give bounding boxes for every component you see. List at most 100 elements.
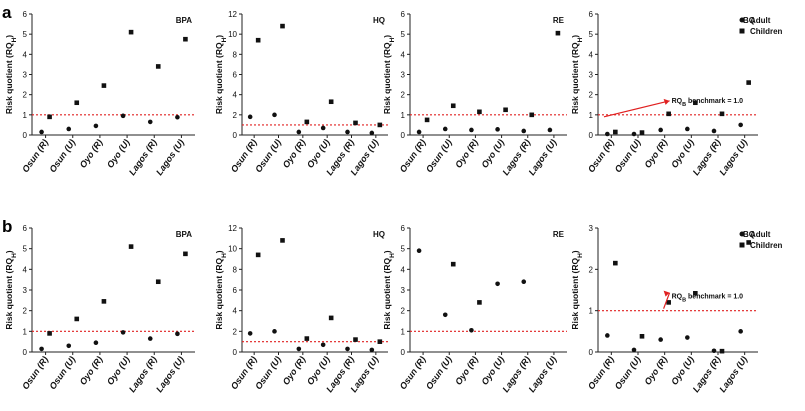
children-point — [155, 279, 161, 285]
y-tick-label: 6 — [589, 10, 594, 19]
children-point — [328, 315, 334, 321]
legend-children-marker — [739, 28, 745, 34]
x-tick-label: Osun (U) — [424, 354, 454, 391]
legend-children-label: Children — [750, 241, 783, 250]
y-tick-label: 2 — [23, 91, 28, 100]
y-axis-label-sub: H — [389, 37, 396, 42]
y-axis-label-main: Risk quotient (RQ — [4, 257, 14, 329]
adult-point — [147, 336, 153, 341]
y-tick-label: 5 — [23, 30, 28, 39]
y-tick-label: 4 — [233, 307, 238, 316]
legend-adult-marker — [739, 231, 745, 237]
adult-point — [738, 122, 743, 128]
adult-point — [416, 129, 422, 135]
children-point — [639, 333, 645, 339]
y-axis-label-sub: H — [389, 253, 396, 258]
y-axis-label-end: ) — [4, 250, 14, 253]
y-tick-label: 10 — [228, 30, 237, 39]
x-tick-label: Oyo (R) — [78, 354, 105, 386]
adult-point — [147, 119, 153, 125]
children-point — [255, 37, 261, 43]
adult-point — [658, 127, 663, 133]
adult-point — [247, 331, 253, 336]
children-point — [255, 252, 261, 258]
adult-point — [320, 342, 326, 348]
y-axis-label-main: Risk quotient (RQ — [382, 257, 392, 329]
y-tick-label: 6 — [401, 224, 406, 233]
y-tick-label: 0 — [23, 131, 28, 140]
children-point — [666, 300, 671, 305]
annotation-prefix: RQ — [672, 98, 683, 105]
y-tick-label: 0 — [401, 348, 406, 357]
x-tick-label: Oyo (R) — [453, 137, 480, 169]
y-tick-label: 6 — [233, 71, 238, 80]
adult-point — [93, 340, 99, 346]
legend-adult-label: Adult — [750, 16, 771, 25]
adult-point — [175, 331, 180, 337]
y-tick-label: 5 — [23, 245, 28, 254]
annotation-arrowhead — [663, 98, 670, 105]
children-point — [304, 336, 310, 341]
adult-point — [296, 129, 302, 135]
children-point — [47, 114, 52, 120]
y-axis-label-end: ) — [382, 35, 392, 38]
y-axis-label-main: Risk quotient (RQ — [214, 257, 224, 329]
x-tick-label: Oyo (U) — [669, 354, 696, 386]
adult-point — [369, 347, 375, 353]
children-point — [128, 29, 134, 35]
y-axis-label-sub: H — [11, 37, 18, 42]
chart-a-bpa: 0 1 2 3 4 5 6 Osun (R)Osun (U) Oyo (R) Oyo (U) Lag… — [4, 10, 195, 177]
adult-point — [369, 130, 375, 136]
adult-point — [685, 126, 690, 132]
children-point — [503, 107, 508, 113]
x-tick-label: Oyo (U) — [479, 137, 506, 169]
annotation-arrow — [603, 100, 670, 118]
y-axis-label-main: Risk quotient (RQ — [214, 42, 224, 114]
y-tick-label: 0 — [589, 348, 594, 357]
y-tick-label: 2 — [233, 327, 238, 336]
children-point — [424, 117, 430, 123]
y-axis-label-main: Risk quotient (RQ — [570, 257, 580, 329]
children-point — [353, 120, 358, 126]
x-tick-label: Oyo (R) — [453, 354, 480, 386]
annotation-arrowhead — [663, 290, 670, 297]
y-tick-label: 5 — [401, 245, 406, 254]
y-tick-label: 5 — [401, 30, 406, 39]
legend-children-label: Children — [750, 27, 783, 36]
y-tick-label: 3 — [23, 71, 28, 80]
children-point — [613, 129, 618, 135]
y-tick-label: 4 — [401, 50, 406, 59]
y-axis-label-end: ) — [570, 250, 580, 253]
y-axis-label-sub: H — [11, 253, 18, 258]
y-tick-label: 1 — [23, 327, 28, 336]
adult-point — [120, 330, 126, 335]
x-tick-label: Oyo (U) — [479, 354, 506, 386]
y-axis-label-sub: H — [577, 253, 584, 258]
y-axis-label: Risk quotient (RQH) — [4, 250, 18, 329]
children-point — [693, 291, 698, 296]
y-tick-label: 10 — [228, 245, 237, 254]
y-axis-label-end: ) — [382, 250, 392, 253]
children-point — [450, 261, 456, 267]
y-tick-label: 5 — [589, 30, 594, 39]
y-tick-label: 4 — [23, 50, 28, 59]
children-point — [477, 300, 482, 305]
y-tick-label: 8 — [233, 265, 238, 274]
adult-point — [66, 343, 72, 349]
adult-point — [442, 126, 448, 132]
adult-point — [320, 125, 326, 131]
y-tick-label: 3 — [23, 286, 28, 295]
children-point — [304, 119, 310, 125]
y-axis-label-main: Risk quotient (RQ — [570, 42, 580, 114]
y-axis-label-main: Risk quotient (RQ — [382, 42, 392, 114]
y-axis-label: Risk quotient (RQH) — [214, 35, 228, 114]
y-tick-label: 4 — [401, 265, 406, 274]
adult-point — [175, 114, 180, 120]
children-point — [128, 244, 134, 249]
chart-title: RE — [553, 230, 565, 239]
annotation-arrow — [663, 292, 671, 309]
